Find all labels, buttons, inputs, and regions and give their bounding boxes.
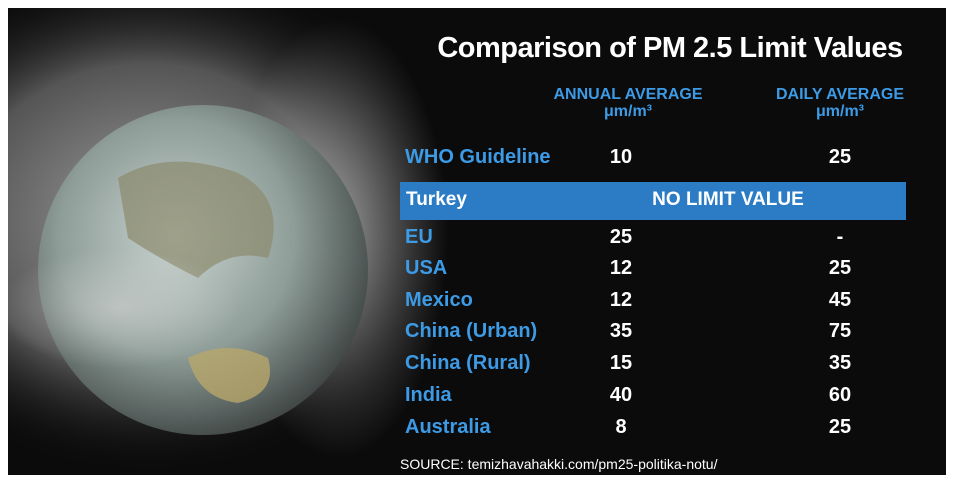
infographic: Comparison of PM 2.5 Limit Values ANNUAL… <box>8 8 946 475</box>
annual-value: 10 <box>609 146 633 168</box>
row-label: Australia <box>405 416 491 438</box>
annual-value: 15 <box>609 352 633 374</box>
daily-value: 35 <box>828 352 852 374</box>
row-label: WHO Guideline <box>405 146 551 168</box>
smoke <box>8 248 238 368</box>
row-label: EU <box>405 226 433 248</box>
row-label: Mexico <box>405 289 473 311</box>
row-label: USA <box>405 257 448 279</box>
annual-value: 8 <box>615 416 627 438</box>
row-label: India <box>405 384 452 406</box>
highlight-label: Turkey <box>406 189 467 210</box>
annual-value: 12 <box>609 289 633 311</box>
column-header: ANNUAL AVERAGE <box>553 86 703 103</box>
background-art <box>8 8 890 475</box>
source: SOURCE: temizhavahakki.com/pm25-politika… <box>400 456 718 472</box>
row-label: China (Urban) <box>405 320 538 342</box>
highlight-band <box>400 182 906 220</box>
highlight-note: NO LIMIT VALUE <box>652 189 804 210</box>
daily-value: 45 <box>828 289 852 311</box>
annual-value: 35 <box>609 320 633 342</box>
daily-value: - <box>836 226 844 248</box>
column-unit: μm/m³ <box>603 103 652 120</box>
daily-value: 75 <box>828 320 852 342</box>
daily-value: 60 <box>828 384 852 406</box>
daily-value: 25 <box>828 257 852 279</box>
column-header: DAILY AVERAGE <box>775 86 905 103</box>
title: Comparison of PM 2.5 Limit Values <box>437 32 903 64</box>
annual-value: 12 <box>609 257 633 279</box>
landmass <box>118 161 274 278</box>
daily-value: 25 <box>828 416 852 438</box>
row-label: China (Rural) <box>405 352 531 374</box>
daily-value: 25 <box>828 146 852 168</box>
annual-value: 25 <box>609 226 633 248</box>
column-unit: μm/m³ <box>815 103 864 120</box>
annual-value: 40 <box>609 384 633 406</box>
landmass <box>188 348 270 403</box>
